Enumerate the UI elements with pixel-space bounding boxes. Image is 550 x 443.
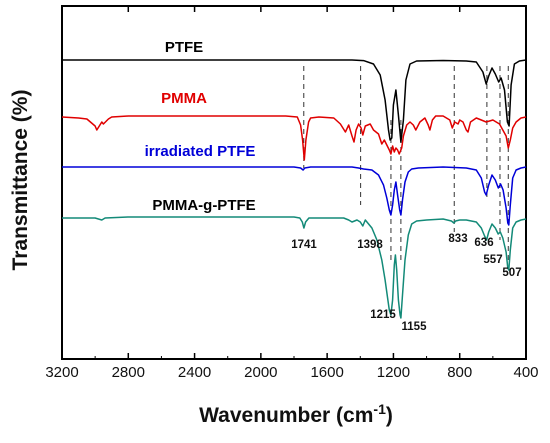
plot-area xyxy=(61,5,527,360)
x-tick-label-1600: 1600 xyxy=(310,364,343,381)
series-line-ptfe xyxy=(62,59,527,143)
peak-label-833: 833 xyxy=(448,233,467,245)
series-label-ptfe: PTFE xyxy=(165,39,203,56)
x-axis-title-close: ) xyxy=(386,404,393,427)
peak-labels: 1741 1398 1215 1155 833 636 557 507 xyxy=(291,233,521,333)
x-axis-title: Wavenumber (cm-1) xyxy=(199,401,393,427)
peak-label-1741: 1741 xyxy=(291,239,317,251)
x-tick-label-1200: 1200 xyxy=(377,364,410,381)
series-label-pmma-g-ptfe: PMMA-g-PTFE xyxy=(152,197,255,214)
x-tick-label-2000: 2000 xyxy=(244,364,277,381)
x-tick-label-2800: 2800 xyxy=(112,364,145,381)
peak-label-1155: 1155 xyxy=(402,321,428,333)
series-labels: PTFE PMMA irradiated PTFE PMMA-g-PTFE xyxy=(145,39,256,214)
x-tick-labels: 3200 2800 2400 2000 1600 1200 800 400 xyxy=(45,364,538,381)
peak-label-1398: 1398 xyxy=(357,239,383,251)
x-tick-label-3200: 3200 xyxy=(45,364,78,381)
x-tick-label-400: 400 xyxy=(513,364,538,381)
peak-label-1215: 1215 xyxy=(370,309,396,321)
peak-label-636: 636 xyxy=(474,237,493,249)
x-tick-label-800: 800 xyxy=(447,364,472,381)
series-group xyxy=(61,59,527,319)
series-line-irradiated-ptfe xyxy=(62,166,527,226)
peak-label-507: 507 xyxy=(502,267,521,279)
series-line-pmma-g-ptfe xyxy=(62,216,527,319)
y-axis-title: Transmittance (%) xyxy=(9,90,32,271)
x-tick-label-2400: 2400 xyxy=(178,364,211,381)
reference-lines xyxy=(303,66,509,262)
peak-label-557: 557 xyxy=(483,254,502,266)
plot-frame xyxy=(61,5,527,360)
x-axis-title-main: Wavenumber (cm xyxy=(199,404,373,427)
x-axis-title-superscript: -1 xyxy=(373,401,386,417)
series-label-irradiated-ptfe: irradiated PTFE xyxy=(145,143,256,160)
series-line-pmma xyxy=(61,115,527,161)
series-label-pmma: PMMA xyxy=(161,90,207,107)
